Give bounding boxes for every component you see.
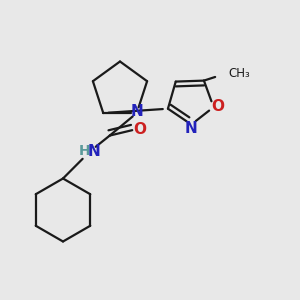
Text: H: H	[79, 144, 91, 158]
Text: N: N	[88, 144, 100, 159]
Text: N: N	[185, 121, 198, 136]
Text: O: O	[211, 99, 224, 114]
Text: CH₃: CH₃	[228, 67, 250, 80]
Text: N: N	[130, 104, 143, 119]
Text: O: O	[133, 122, 146, 137]
